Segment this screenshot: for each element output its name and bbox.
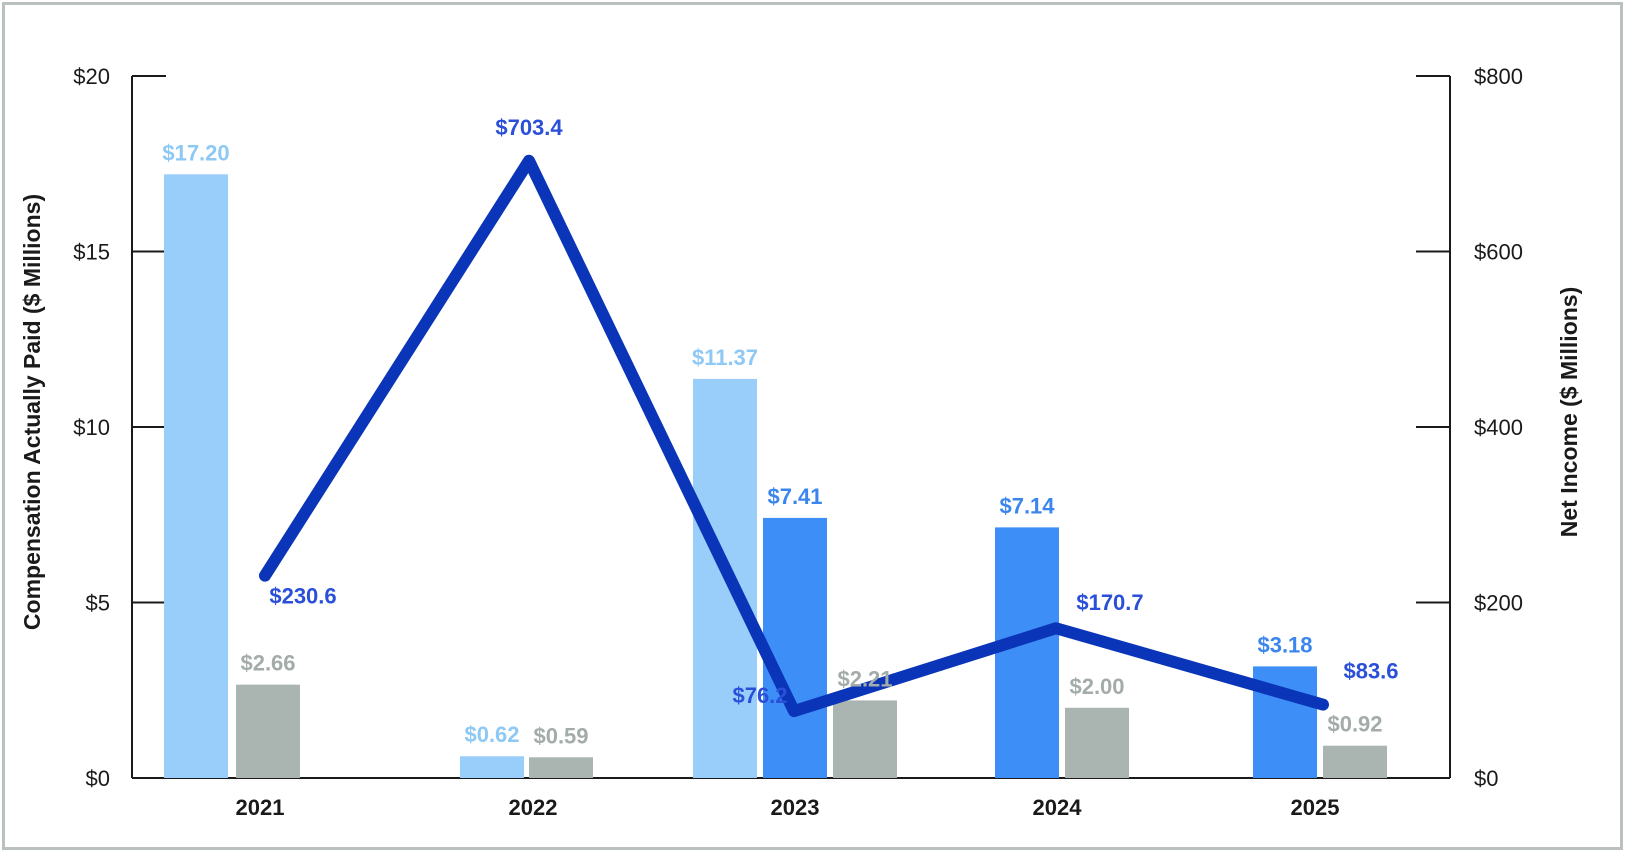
y-right-tick-label: $400: [1474, 415, 1523, 440]
data-labels: $17.20 $2.66 $0.62 $0.59 $11.37 $7.41 $2.21 $7.…: [162, 115, 1398, 749]
bar-series-b-2023: [763, 517, 827, 778]
bar-series-a-2021: [164, 174, 228, 778]
bar-data-label: $3.18: [1257, 632, 1312, 657]
bar-data-label: $7.14: [999, 493, 1055, 518]
y-right-tick-label: $0: [1474, 766, 1498, 791]
net-income-point: [528, 159, 530, 162]
net-income-data-label: $230.6: [269, 584, 336, 609]
net-income-point: [1055, 627, 1057, 630]
x-tick-label: 2024: [1033, 795, 1083, 820]
bar-data-label: $2.66: [240, 651, 295, 676]
x-tick-label: 2021: [236, 795, 285, 820]
y-left-tick-label: $0: [86, 766, 110, 791]
net-income-point: [1322, 703, 1324, 706]
y-right-axis-title: Net Income ($ Millions): [1556, 287, 1582, 537]
axes: $0 $5 $10 $15 $20 $0 $200 $400 $600 $800 2021 2022 2…: [73, 64, 1523, 820]
net-income-data-label: $170.7: [1076, 590, 1143, 615]
bar-series-c-2021: [236, 684, 300, 778]
bar-data-label: $0.59: [533, 723, 588, 748]
y-left-tick-label: $15: [73, 240, 110, 265]
y-left-tick-label: $10: [73, 415, 110, 440]
bar-series-c-2024: [1065, 707, 1129, 778]
x-tick-label: 2022: [509, 795, 558, 820]
bar-data-label: $17.20: [162, 140, 229, 165]
bars: [164, 174, 1387, 778]
y-right-tick-label: $800: [1474, 64, 1523, 89]
net-income-data-label: $703.4: [495, 115, 563, 140]
x-tick-label: 2025: [1291, 795, 1340, 820]
y-right-tick-label: $200: [1474, 591, 1523, 616]
bar-series-c-2025: [1323, 745, 1387, 778]
net-income-point: [793, 710, 795, 713]
bar-data-label: $7.41: [767, 484, 822, 509]
bar-series-c-2023: [833, 700, 897, 778]
bar-series-c-2022: [529, 757, 593, 778]
net-income-data-label: $83.6: [1343, 659, 1398, 684]
y-left-tick-label: $5: [86, 591, 110, 616]
x-tick-label: 2023: [771, 795, 820, 820]
net-income-line-group: [259, 154, 1329, 718]
net-income-data-label: $76.2: [732, 683, 787, 708]
bar-series-a-2022: [460, 756, 524, 778]
y-right-tick-label: $600: [1474, 240, 1523, 265]
bar-data-label: $0.92: [1327, 712, 1382, 737]
y-left-axis-title: Compensation Actually Paid ($ Millions): [19, 194, 45, 630]
bar-data-label: $2.00: [1069, 674, 1124, 699]
bar-data-label: $2.21: [837, 666, 892, 691]
net-income-point: [264, 574, 266, 577]
bar-data-label: $11.37: [692, 345, 758, 370]
bar-data-label: $0.62: [464, 722, 519, 747]
bar-series-b-2024: [995, 527, 1059, 778]
y-left-tick-label: $20: [73, 64, 110, 89]
